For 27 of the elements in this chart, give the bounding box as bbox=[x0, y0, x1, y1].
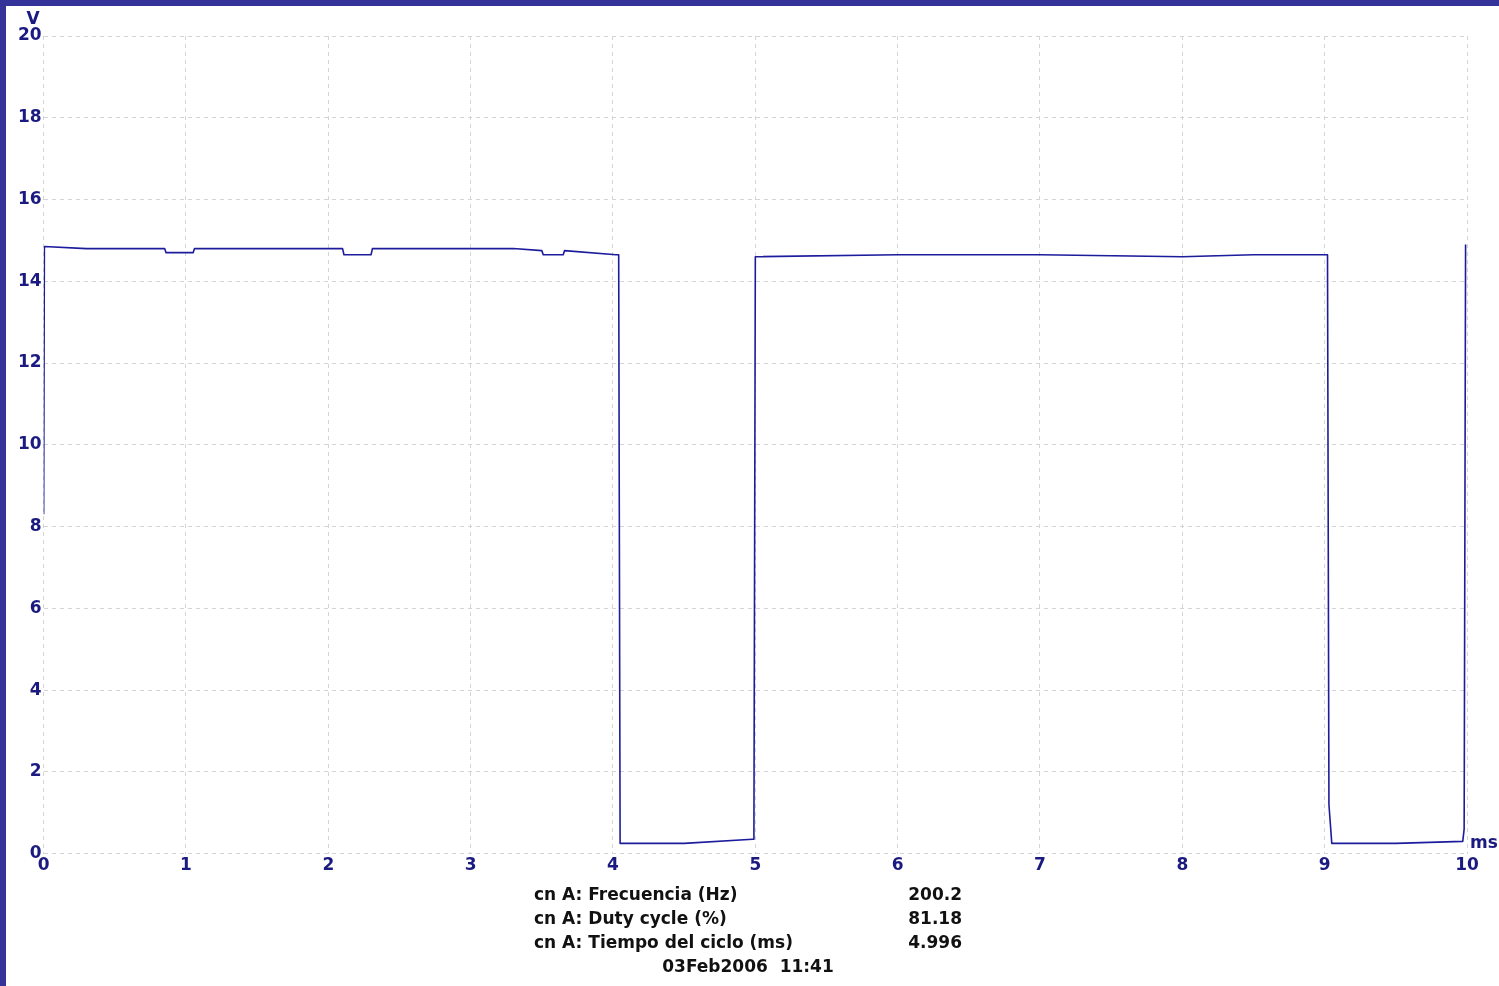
y-tick-label: 4 bbox=[29, 678, 42, 699]
y-tick-label: 2 bbox=[29, 760, 42, 781]
x-tick-label: 2 bbox=[322, 854, 335, 875]
y-tick-label: 12 bbox=[17, 351, 42, 372]
x-tick-label: 9 bbox=[1318, 854, 1331, 875]
y-tick-label: 10 bbox=[17, 433, 42, 454]
x-tick-label: 10 bbox=[1455, 854, 1479, 875]
text: 4.996 bbox=[908, 931, 962, 954]
text: cn A: Tiempo del ciclo (ms) bbox=[534, 931, 793, 954]
x-tick-label: 3 bbox=[464, 854, 477, 875]
text: cn A: Duty cycle (%) bbox=[534, 907, 727, 930]
text: 200.2 bbox=[908, 883, 962, 906]
y-tick-label: 14 bbox=[17, 269, 42, 290]
text: 03Feb2006 11:41 bbox=[661, 955, 835, 978]
x-tick-label: 1 bbox=[180, 854, 192, 875]
x-tick-label: 4 bbox=[607, 854, 620, 875]
x-tick-label: 7 bbox=[1034, 854, 1046, 875]
x-tick-label: 6 bbox=[891, 854, 904, 875]
text: 81.18 bbox=[908, 907, 962, 930]
x-axis-title: ms bbox=[1470, 831, 1498, 852]
y-tick-label: 16 bbox=[17, 187, 42, 208]
text: cn A: Frecuencia (Hz) bbox=[534, 883, 738, 906]
x-tick-label: 8 bbox=[1176, 854, 1189, 875]
y-tick-label: 8 bbox=[29, 514, 42, 535]
y-tick-label: 6 bbox=[29, 596, 42, 617]
y-tick-label: 18 bbox=[17, 106, 42, 127]
x-tick-label: 5 bbox=[749, 854, 762, 875]
